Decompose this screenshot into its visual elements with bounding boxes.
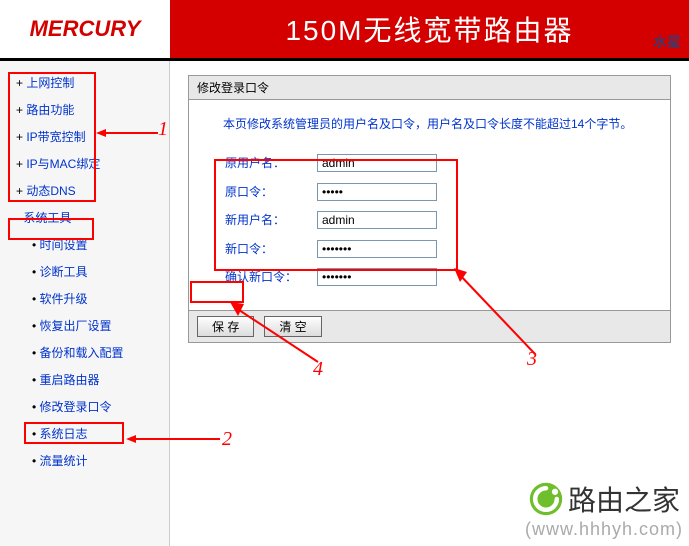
- sidebar: 上网控制 路由功能 IP带宽控制 IP与MAC绑定 动态DNS 系统工具 时间设…: [0, 61, 170, 546]
- watermark-url: (www.hhhyh.com): [525, 519, 683, 540]
- label-new-user: 新用户名：: [219, 207, 309, 233]
- sidebar-item-routing[interactable]: 路由功能: [12, 96, 169, 123]
- form-table: 原用户名： 原口令： 新用户名： 新口令：: [217, 148, 445, 292]
- watermark-brand: 路由之家: [568, 479, 680, 519]
- panel-body: 本页修改系统管理员的用户名及口令，用户名及口令长度不能超过14个字节。 原用户名…: [189, 100, 670, 310]
- sidebar-sub-diagnostic[interactable]: 诊断工具: [30, 258, 169, 285]
- sidebar-item-system-tools[interactable]: 系统工具: [12, 204, 169, 231]
- input-new-pw[interactable]: [317, 240, 437, 258]
- input-old-pw[interactable]: [317, 183, 437, 201]
- sidebar-sub-syslog[interactable]: 系统日志: [30, 420, 169, 447]
- input-confirm-pw[interactable]: [317, 268, 437, 286]
- label-new-pw: 新口令：: [219, 236, 309, 262]
- watermark: 路由之家 (www.hhhyh.com): [525, 479, 683, 540]
- input-new-user[interactable]: [317, 211, 437, 229]
- sidebar-sub-time[interactable]: 时间设置: [30, 231, 169, 258]
- logo-text: MERCURY: [30, 16, 141, 42]
- header-title: 150M无线宽带路由器: [170, 9, 689, 49]
- sidebar-sub-upgrade[interactable]: 软件升级: [30, 285, 169, 312]
- container: 上网控制 路由功能 IP带宽控制 IP与MAC绑定 动态DNS 系统工具 时间设…: [0, 61, 689, 546]
- header-subtitle: 水星: [653, 32, 681, 52]
- panel: 修改登录口令 本页修改系统管理员的用户名及口令，用户名及口令长度不能超过14个字…: [188, 75, 671, 343]
- logo-area: MERCURY: [0, 0, 170, 58]
- label-confirm-pw: 确认新口令：: [219, 264, 309, 290]
- input-old-user[interactable]: [317, 154, 437, 172]
- header: MERCURY 150M无线宽带路由器 水星: [0, 0, 689, 58]
- panel-title: 修改登录口令: [189, 76, 670, 100]
- sidebar-sub-backup[interactable]: 备份和载入配置: [30, 339, 169, 366]
- sidebar-sub-password[interactable]: 修改登录口令: [30, 393, 169, 420]
- label-old-pw: 原口令：: [219, 179, 309, 205]
- sidebar-item-access-control[interactable]: 上网控制: [12, 69, 169, 96]
- sidebar-sub-factory[interactable]: 恢复出厂设置: [30, 312, 169, 339]
- sidebar-sub-reboot[interactable]: 重启路由器: [30, 366, 169, 393]
- clear-button[interactable]: 清 空: [264, 316, 321, 337]
- main-content: 修改登录口令 本页修改系统管理员的用户名及口令，用户名及口令长度不能超过14个字…: [170, 61, 689, 546]
- sidebar-item-bandwidth[interactable]: IP带宽控制: [12, 123, 169, 150]
- panel-description: 本页修改系统管理员的用户名及口令，用户名及口令长度不能超过14个字节。: [217, 114, 642, 134]
- label-old-user: 原用户名：: [219, 150, 309, 176]
- sidebar-item-ip-mac[interactable]: IP与MAC绑定: [12, 150, 169, 177]
- sidebar-item-ddns[interactable]: 动态DNS: [12, 177, 169, 204]
- button-bar: 保 存 清 空: [189, 310, 670, 342]
- watermark-icon: [528, 481, 564, 517]
- save-button[interactable]: 保 存: [197, 316, 254, 337]
- sidebar-sub-traffic[interactable]: 流量统计: [30, 447, 169, 474]
